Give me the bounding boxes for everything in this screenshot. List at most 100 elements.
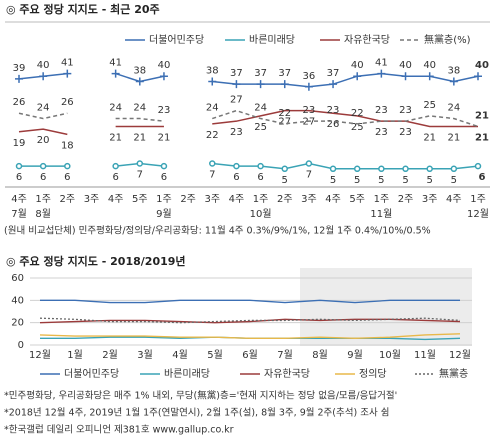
marker [232, 80, 241, 89]
x-tick-label: 3주 [84, 194, 100, 205]
marker [208, 77, 217, 86]
value-label: 25 [254, 122, 267, 133]
value-label: 21 [475, 132, 489, 143]
x-month-label: 10월 [250, 208, 272, 220]
footnote: (원내 비교섭단체) 민주평화당/정의당/우리공화당: 11월 4주 0.3%/… [4, 225, 431, 237]
x-tick-label: 2주 [398, 194, 414, 205]
value-label: 5 [402, 175, 408, 186]
value-label: 41 [61, 58, 74, 69]
x-month-label: 7월 [11, 208, 27, 220]
value-label: 23 [303, 105, 316, 116]
value-label: 37 [230, 68, 243, 79]
value-label: 6 [233, 172, 239, 183]
x-tick-label: 3주 [422, 194, 438, 205]
marker [111, 69, 120, 78]
marker [353, 72, 362, 81]
value-label: 5 [378, 175, 384, 186]
value-label: 26 [327, 119, 340, 130]
value-label: 27 [230, 95, 243, 106]
x-tick-label: 5주 [349, 194, 365, 205]
value-label: 23 [399, 127, 412, 138]
value-label: 5 [282, 175, 288, 186]
value-label: 5 [426, 175, 432, 186]
value-label: 38 [206, 66, 219, 77]
value-label: 40 [423, 60, 436, 71]
x-tick-label: 1월 [67, 349, 83, 361]
marker [233, 162, 240, 170]
value-label: 19 [13, 138, 26, 149]
x-tick-label: 9월 [347, 349, 363, 361]
legend-label: 無黨층(%) [424, 33, 471, 46]
legend-label: 정의당 [359, 368, 387, 380]
value-label: 22 [351, 108, 364, 119]
x-month-label: 9월 [156, 208, 172, 220]
x-tick-label: 7월 [277, 349, 293, 361]
marker [257, 162, 264, 170]
value-label: 22 [278, 108, 291, 119]
x-tick-label: 1주 [253, 194, 269, 205]
x-tick-label: 4월 [172, 349, 188, 361]
value-label: 5 [451, 175, 457, 186]
value-label: 6 [257, 172, 263, 183]
value-label: 26 [13, 97, 26, 108]
value-label: 24 [133, 103, 146, 114]
marker [329, 165, 337, 173]
value-label: 21 [158, 132, 171, 143]
x-tick-label: 10월 [379, 349, 401, 361]
marker [305, 160, 313, 167]
y-tick-label: 60 [11, 273, 24, 284]
marker [450, 165, 458, 173]
marker [136, 160, 144, 167]
x-tick-label: 3주 [301, 194, 317, 205]
x-tick-label: 3월 [137, 349, 153, 361]
x-tick-label: 3주 [204, 194, 220, 205]
value-label: 20 [37, 135, 50, 146]
x-tick-label: 8월 [312, 349, 328, 361]
marker [112, 162, 119, 170]
marker [280, 80, 289, 89]
value-label: 6 [112, 172, 118, 183]
value-label: 41 [109, 58, 122, 69]
x-month-label: 11월 [370, 208, 392, 220]
value-label: 24 [37, 103, 50, 114]
marker [304, 82, 313, 91]
value-label: 6 [40, 172, 46, 183]
note: *민주평화당, 우리공화당은 매주 1% 내외, 무당(無黨)층='현재 지지하… [4, 390, 397, 402]
legend-label: 더불어민주당 [64, 368, 119, 380]
value-label: 39 [13, 63, 26, 74]
marker [281, 165, 288, 173]
shade [300, 268, 472, 346]
legend-label: 자유한국당 [344, 34, 390, 46]
value-label: 5 [354, 175, 360, 186]
value-label: 25 [351, 122, 364, 133]
legend-label: 더불어민주당 [149, 34, 204, 46]
value-label: 41 [375, 58, 388, 69]
marker [15, 74, 23, 83]
value-label: 26 [61, 97, 74, 108]
value-label: 23 [158, 105, 171, 116]
value-label: 24 [109, 103, 122, 114]
value-label: 7 [306, 169, 312, 180]
x-month-label: 12월 [467, 208, 489, 220]
series-line [18, 109, 478, 136]
value-label: 23 [375, 105, 388, 116]
marker [449, 77, 458, 86]
value-label: 23 [327, 105, 340, 116]
value-label: 40 [158, 60, 171, 71]
marker [39, 72, 48, 81]
legend-label: 無黨층 [439, 367, 468, 380]
value-label: 6 [161, 172, 167, 183]
value-label: 23 [230, 127, 243, 138]
legend-label: 바른미래당 [249, 34, 295, 46]
x-tick-label: 4주 [446, 194, 462, 205]
marker [209, 160, 216, 167]
legend-label: 바른미래당 [164, 368, 210, 380]
marker [402, 165, 409, 173]
x-tick-label: 5주 [132, 194, 148, 205]
legend-label: 자유한국당 [264, 368, 310, 380]
value-label: 25 [423, 100, 436, 111]
marker [426, 165, 433, 173]
value-label: 38 [133, 66, 146, 77]
value-label: 40 [475, 60, 489, 71]
